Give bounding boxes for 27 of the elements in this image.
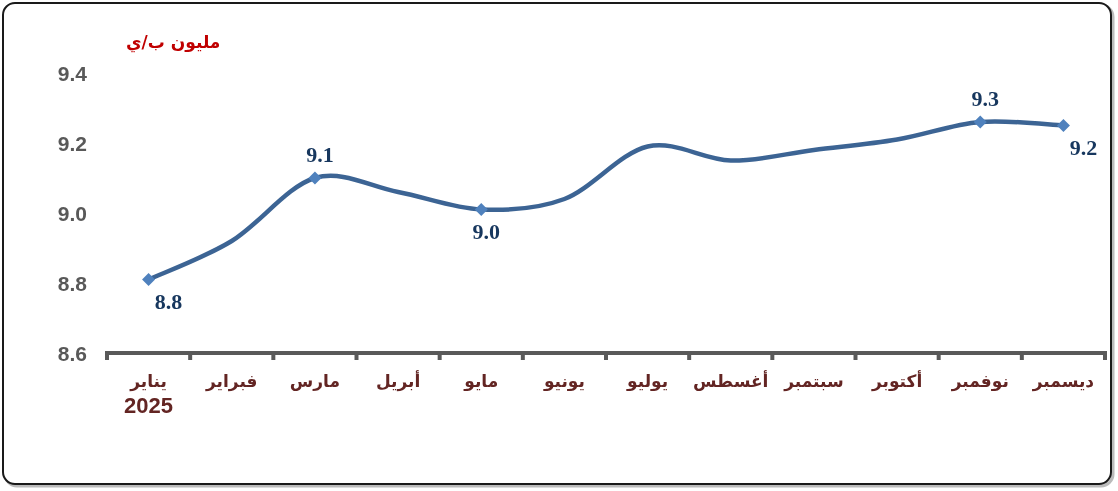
x-tick-label: أكتوبر: [870, 370, 923, 392]
point: [142, 273, 156, 286]
data-label: 9.2: [1069, 135, 1098, 160]
x-tick-label: يونيو: [542, 371, 585, 392]
y-tick-label: 8.6: [57, 341, 87, 365]
point: [973, 115, 987, 129]
y-axis-title: مليون ب/ي: [126, 32, 221, 53]
x-tick-label: سبتمبر: [783, 371, 844, 392]
point: [308, 171, 322, 185]
x-tick-label: أبريل: [375, 370, 421, 392]
data-label: 9.0: [472, 219, 500, 244]
y-tick-label: 8.8: [57, 271, 88, 295]
y-tick-label: 9.2: [57, 131, 87, 155]
x-tick-label: فبراير: [205, 371, 258, 392]
data-label: 9.1: [306, 141, 334, 167]
point: [474, 203, 488, 216]
x-tick-label: مايو: [463, 371, 499, 392]
x-tick-label: ديسمبر: [1031, 371, 1095, 392]
x-tick-label: يوليو: [626, 371, 669, 392]
y-tick-label: 9.4: [57, 61, 88, 85]
data-label: 9.3: [971, 85, 999, 111]
data-label: 8.8: [154, 289, 183, 314]
y-tick-label: 9.0: [57, 201, 87, 225]
x-tick-label: نوفمبر: [950, 371, 1009, 392]
point: [1056, 119, 1070, 132]
x-tick-label: مارس: [289, 371, 340, 391]
x-tick-label: أغسطس: [693, 370, 769, 391]
